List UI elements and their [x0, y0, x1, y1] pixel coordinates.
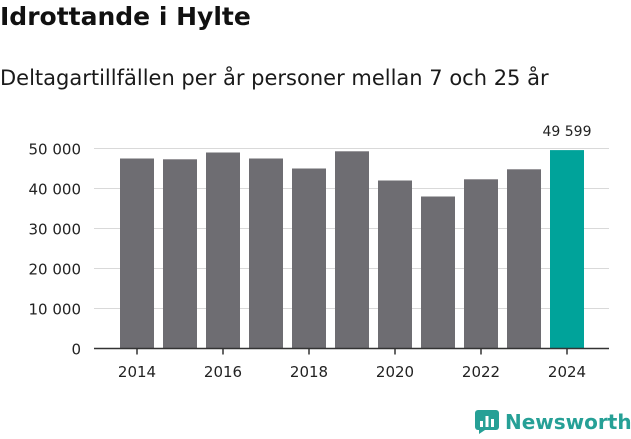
bar: [249, 158, 283, 349]
bar-highlight: [550, 150, 584, 349]
chart-subtitle: Deltagartillfällen per år personer mella…: [0, 66, 549, 90]
bar: [335, 151, 369, 349]
y-tick-label: 20 000: [29, 261, 82, 279]
x-tick-label: 2018: [290, 363, 328, 381]
bar: [378, 180, 412, 349]
y-tick-label: 30 000: [29, 221, 82, 239]
bar-chart-logo-icon: [475, 410, 499, 434]
brand-name: Newsworthy: [505, 410, 631, 434]
y-tick-label: 0: [71, 341, 81, 359]
y-tick-label: 50 000: [29, 141, 82, 159]
bar: [292, 168, 326, 349]
data-label: 49 599: [543, 124, 592, 140]
y-tick-label: 40 000: [29, 181, 82, 199]
bar: [507, 169, 541, 349]
bar: [163, 159, 197, 349]
bar: [464, 179, 498, 349]
y-tick-label: 10 000: [29, 301, 82, 319]
bar: [120, 158, 154, 349]
bar: [206, 152, 240, 349]
newsworthy-logo: Newsworthy: [475, 407, 631, 437]
x-tick-label: 2020: [376, 363, 414, 381]
bar: [421, 196, 455, 349]
x-tick-label: 2022: [462, 363, 500, 381]
chart-title: Idrottande i Hylte: [0, 2, 251, 31]
x-tick-label: 2016: [204, 363, 242, 381]
x-tick-label: 2024: [548, 363, 586, 381]
bar-chart: 0 10 000 20 000 30 000 40 000 50 000 49 599 201…: [29, 124, 609, 381]
x-tick-label: 2014: [118, 363, 156, 381]
